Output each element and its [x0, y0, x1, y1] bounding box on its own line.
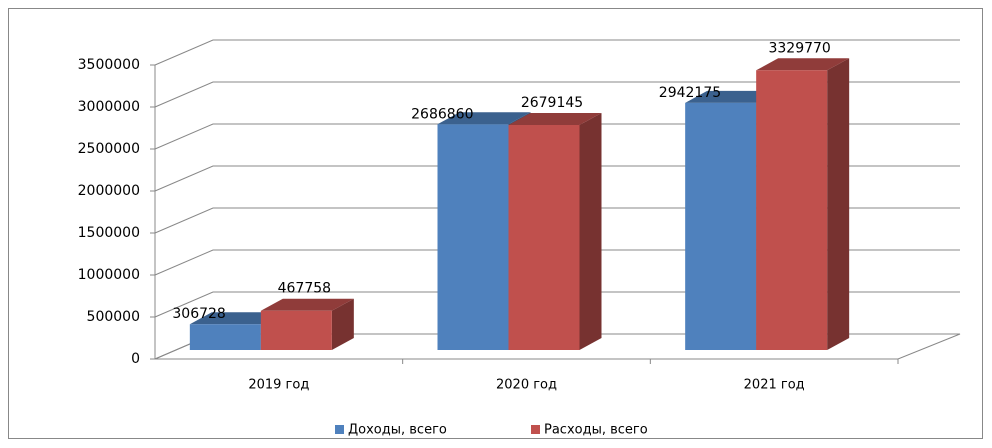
bar: [756, 58, 850, 351]
bar-front: [685, 102, 757, 350]
data-label: 3329770: [768, 40, 830, 56]
bar-top: [508, 112, 602, 125]
bar-front: [437, 124, 509, 350]
y-tick-label: 1000000: [78, 267, 140, 283]
bar-top: [437, 112, 531, 125]
x-tick-label: 2020 год: [496, 378, 557, 393]
legend-swatch: [335, 425, 344, 434]
data-label: 2942175: [659, 85, 721, 101]
data-label: 2686860: [411, 106, 473, 122]
y-tick-label: 2500000: [78, 141, 140, 157]
x-tick-label: 2019 год: [248, 378, 309, 393]
legend-label: Доходы, всего: [348, 423, 447, 438]
bar-front: [260, 310, 332, 350]
legend-label: Расходы, всего: [544, 423, 648, 438]
bar-front: [756, 70, 828, 350]
bar-front: [508, 124, 580, 351]
y-tick-label: 3000000: [78, 99, 140, 115]
bar-side: [579, 112, 602, 351]
y-tick-label: 500000: [87, 309, 140, 325]
bar-top: [756, 58, 850, 71]
data-label: 306728: [172, 306, 225, 322]
data-label: 2679145: [521, 95, 583, 111]
bar: [260, 298, 354, 350]
grid-line: [154, 81, 960, 108]
grid-line: [154, 39, 960, 66]
y-tick-label: 1500000: [78, 225, 140, 241]
data-label: 467758: [278, 281, 331, 297]
bar-side: [827, 58, 850, 351]
bar-front: [189, 324, 261, 350]
bar: [508, 112, 602, 351]
bar-top: [260, 298, 354, 311]
y-tick-label: 3500000: [78, 57, 140, 73]
x-tick-label: 2021 год: [744, 378, 805, 393]
legend-swatch: [531, 425, 540, 434]
bar-top: [189, 312, 283, 325]
bar-side: [331, 298, 354, 350]
bar-top: [685, 90, 779, 103]
y-tick-label: 0: [131, 351, 140, 367]
y-tick-label: 2000000: [78, 183, 140, 199]
